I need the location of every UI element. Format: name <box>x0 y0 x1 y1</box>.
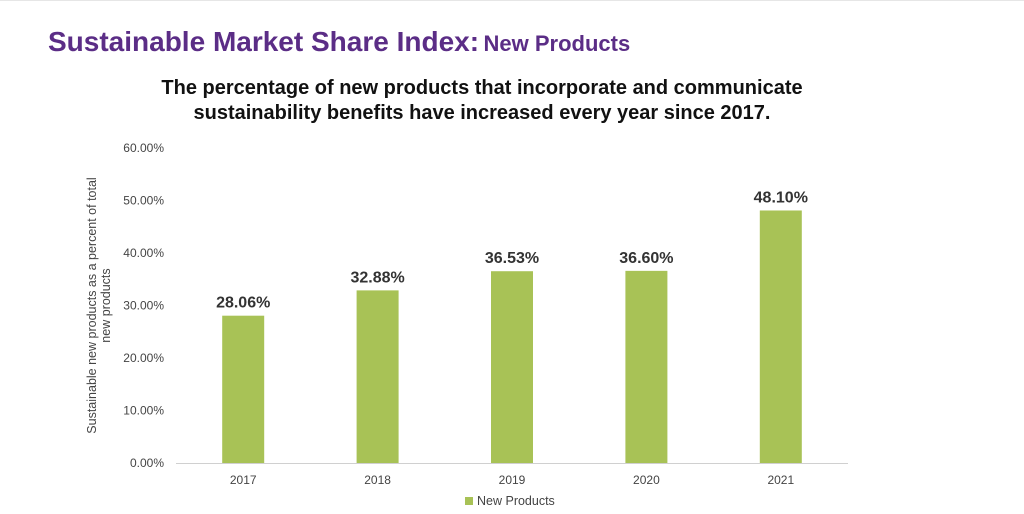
y-axis-title: Sustainable new products as a percent of… <box>85 177 113 433</box>
bars-group: 28.06% 32.88% 36.53% 36.60% 48.10% <box>216 189 808 463</box>
data-label: 36.60% <box>619 250 673 267</box>
subtitle-line: sustainability benefits have increased e… <box>193 102 771 124</box>
data-label: 48.10% <box>754 189 808 206</box>
bar <box>491 271 533 463</box>
y-axis-ticks: 0.00% 10.00% 20.00% 30.00% 40.00% 50.00% 60.00… <box>123 141 164 470</box>
y-axis-title-line: new products <box>99 268 113 342</box>
x-axis-ticks: 2017 2018 2019 2020 2021 <box>230 473 795 487</box>
bar <box>759 210 802 463</box>
top-divider <box>0 0 1024 1</box>
x-tick-label: 2019 <box>499 473 526 487</box>
chart-subtitle: The percentage of new products that inco… <box>0 76 964 126</box>
x-tick-label: 2020 <box>633 473 660 487</box>
bar <box>222 315 265 463</box>
y-tick-label: 30.00% <box>123 299 164 313</box>
legend-swatch <box>465 497 473 505</box>
y-tick-label: 0.00% <box>130 456 164 470</box>
y-axis-title-line: Sustainable new products as a percent of… <box>85 177 99 433</box>
x-tick-label: 2021 <box>767 473 794 487</box>
bar <box>625 270 668 463</box>
page-title: Sustainable Market Share Index: <box>48 26 480 57</box>
data-label: 28.06% <box>216 295 270 312</box>
data-label: 36.53% <box>485 250 539 267</box>
x-tick-label: 2018 <box>364 473 391 487</box>
data-label: 32.88% <box>350 269 404 286</box>
y-tick-label: 40.00% <box>123 246 164 260</box>
x-tick-label: 2017 <box>230 473 257 487</box>
page-title-section: New Products <box>483 31 631 56</box>
bar <box>356 290 399 463</box>
subtitle-line: The percentage of new products that inco… <box>161 77 803 99</box>
y-tick-label: 20.00% <box>123 351 164 365</box>
legend-label: New Products <box>477 494 555 508</box>
page-header: Sustainable Market Share Index: New Prod… <box>48 26 630 58</box>
y-tick-label: 10.00% <box>123 404 164 418</box>
y-tick-label: 60.00% <box>123 141 164 155</box>
y-tick-label: 50.00% <box>123 194 164 208</box>
legend: New Products <box>465 494 555 508</box>
